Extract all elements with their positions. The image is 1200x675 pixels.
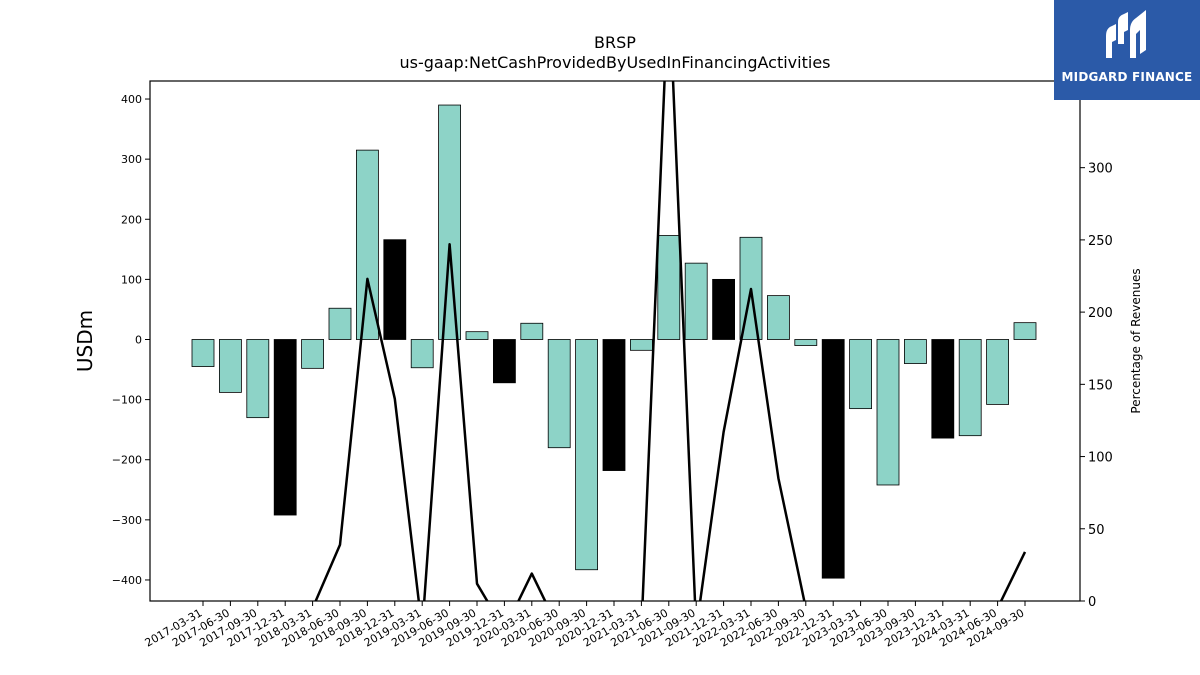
bar-2019-03-31 xyxy=(410,339,434,369)
y-tick-label: 200 xyxy=(121,213,142,226)
logo-text: MIDGARD FINANCE xyxy=(1061,70,1193,84)
bar-2019-12-31 xyxy=(492,339,516,384)
y-tick-label: 100 xyxy=(121,273,142,286)
bar-2021-09-30 xyxy=(684,262,708,340)
y-tick-label: 400 xyxy=(121,93,142,106)
bar-2024-06-30 xyxy=(986,339,1009,405)
y-axis-label: USDm xyxy=(73,310,97,372)
y-tick-label: −300 xyxy=(112,514,142,527)
bar-2018-12-31 xyxy=(383,239,407,340)
bar-2017-03-31 xyxy=(191,339,215,367)
y-tick-label: −400 xyxy=(112,574,142,587)
bar-2024-03-31 xyxy=(958,339,982,437)
bar-2020-06-30 xyxy=(547,339,571,449)
y2-tick-label: 0 xyxy=(1088,595,1096,610)
y2-tick-label: 50 xyxy=(1088,523,1105,538)
line-segment-0 xyxy=(314,81,806,601)
chart-title: BRSP xyxy=(594,33,636,52)
y2-tick-label: 100 xyxy=(1088,451,1113,466)
bar-2024-09-30 xyxy=(1013,322,1037,340)
y2-tick-label: 200 xyxy=(1088,306,1113,321)
bar-2020-09-30 xyxy=(575,339,598,571)
bar-2018-06-30 xyxy=(328,307,352,340)
y-tick-label: 300 xyxy=(121,153,142,166)
y-tick-label: −200 xyxy=(112,454,142,467)
bar-2020-12-31 xyxy=(602,339,626,471)
line-series xyxy=(314,81,1027,601)
bar-2022-12-31 xyxy=(821,339,845,579)
bar-2021-06-30 xyxy=(657,235,681,340)
chart-subtitle: us-gaap:NetCashProvidedByUsedInFinancing… xyxy=(399,53,830,72)
y2-tick-label: 150 xyxy=(1088,378,1113,393)
bar-2023-06-30 xyxy=(876,339,900,486)
bar-series xyxy=(191,104,1037,579)
bar-2021-03-31 xyxy=(630,339,653,351)
bar-2018-09-30 xyxy=(355,149,379,340)
bar-2023-09-30 xyxy=(904,339,927,364)
bar-2021-12-31 xyxy=(712,278,735,340)
bar-2022-06-30 xyxy=(767,295,790,340)
bar-2017-09-30 xyxy=(246,339,270,419)
line-segment-1 xyxy=(999,551,1027,601)
y-tick-label: −100 xyxy=(112,394,142,407)
bar-2018-03-31 xyxy=(301,339,325,369)
bar-2020-03-31 xyxy=(520,322,544,340)
y-axis-right: 0 50 100 150 200 250 300 xyxy=(1080,162,1113,610)
bar-2019-09-30 xyxy=(465,331,489,340)
bar-2023-03-31 xyxy=(849,339,872,410)
bar-2023-12-31 xyxy=(931,339,955,439)
plot-frame xyxy=(149,80,1081,602)
bar-2017-06-30 xyxy=(218,339,242,393)
x-axis: 2017-03-312017-06-302017-09-302017-12-31… xyxy=(143,601,1027,650)
bar-2017-12-31 xyxy=(273,339,297,516)
y2-tick-label: 250 xyxy=(1088,234,1113,249)
y-tick-label: 0 xyxy=(135,333,142,346)
bar-2022-09-30 xyxy=(794,339,818,346)
bar-2019-06-30 xyxy=(438,104,462,340)
y2-tick-label: 300 xyxy=(1088,162,1113,177)
midgard-finance-logo: MIDGARD FINANCE xyxy=(1054,0,1200,100)
midgard-logo-icon xyxy=(1106,10,1146,58)
y-axis-left: −400 −300 −200 −100 0 100 200 300 400 xyxy=(112,93,150,587)
y2-axis-label: Percentage of Revenues xyxy=(1129,268,1143,413)
